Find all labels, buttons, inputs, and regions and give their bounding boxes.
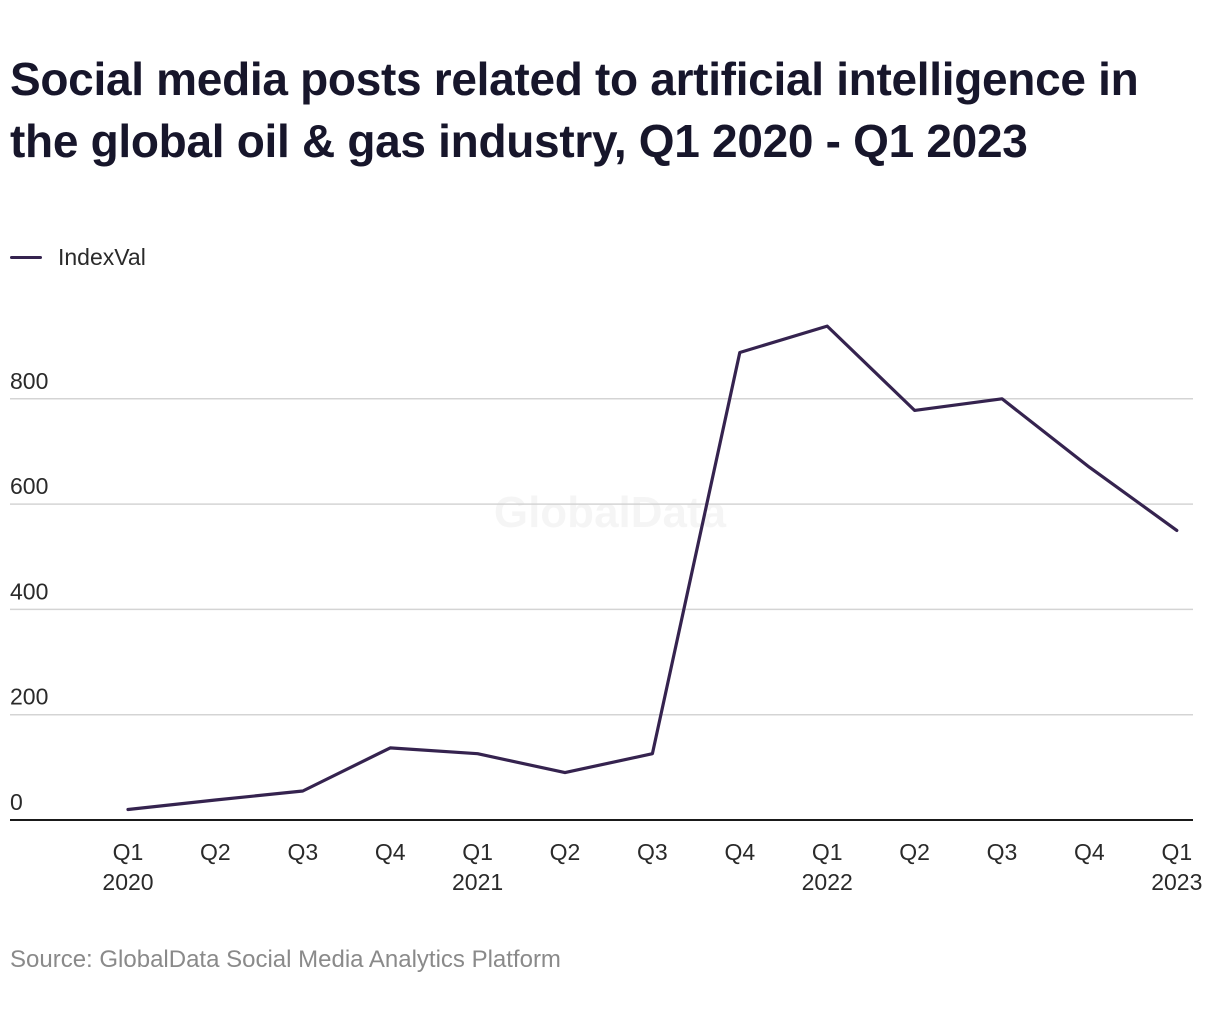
- x-tick-label-5: Q2: [550, 839, 581, 865]
- legend-label: IndexVal: [58, 243, 146, 270]
- x-tick-label-0: Q1: [113, 839, 144, 865]
- x-tick-label-0-year: 2020: [102, 869, 153, 895]
- x-tick-label-11: Q4: [1074, 839, 1105, 865]
- x-axis: Q1 2020 Q2 Q3 Q4 Q1 2021 Q2 Q3 Q4 Q1 2022 Q2 Q3 Q4 Q1 20…: [102, 839, 1202, 895]
- data-point-11[interactable]: [1083, 461, 1095, 473]
- data-point-2[interactable]: [297, 785, 309, 797]
- source-note: Source: GlobalData Social Media Analytic…: [10, 946, 561, 973]
- y-tick-label-200: 200: [10, 684, 48, 710]
- data-point-9[interactable]: [909, 404, 921, 416]
- x-tick-label-4-year: 2021: [452, 869, 503, 895]
- x-tick-label-4: Q1: [462, 839, 493, 865]
- data-point-5[interactable]: [559, 767, 571, 779]
- x-tick-label-1: Q2: [200, 839, 231, 865]
- x-tick-label-6: Q3: [637, 839, 668, 865]
- data-point-7[interactable]: [734, 346, 746, 358]
- watermark: GlobalData: [494, 488, 727, 537]
- data-point-10[interactable]: [996, 393, 1008, 405]
- legend: IndexVal: [10, 243, 146, 271]
- x-tick-label-8-year: 2022: [802, 869, 853, 895]
- x-tick-label-2: Q3: [287, 839, 318, 865]
- data-point-1[interactable]: [209, 794, 221, 806]
- y-tick-label-800: 800: [10, 368, 48, 394]
- x-tick-label-10: Q3: [987, 839, 1018, 865]
- data-point-12[interactable]: [1171, 524, 1183, 536]
- legend-swatch: [10, 255, 42, 259]
- data-point-3[interactable]: [384, 742, 396, 754]
- y-tick-label-600: 600: [10, 473, 48, 499]
- x-tick-label-12: Q1: [1161, 839, 1192, 865]
- x-tick-label-7: Q4: [724, 839, 755, 865]
- data-point-4[interactable]: [472, 748, 484, 760]
- chart-title: Social media posts related to artificial…: [10, 53, 1139, 167]
- data-point-0[interactable]: [122, 803, 134, 815]
- gridlines: [10, 398, 1193, 716]
- x-tick-label-12-year: 2023: [1151, 869, 1202, 895]
- series-group: [122, 320, 1183, 815]
- y-axis: 0 200 400 600 800: [10, 368, 48, 815]
- x-tick-label-9: Q2: [899, 839, 930, 865]
- series-line-0: [126, 324, 1179, 812]
- data-point-6[interactable]: [646, 748, 658, 760]
- x-tick-label-3: Q4: [375, 839, 406, 865]
- data-point-8[interactable]: [821, 320, 833, 332]
- x-tick-label-8: Q1: [812, 839, 843, 865]
- y-tick-label-0: 0: [10, 789, 23, 815]
- y-tick-label-400: 400: [10, 578, 48, 604]
